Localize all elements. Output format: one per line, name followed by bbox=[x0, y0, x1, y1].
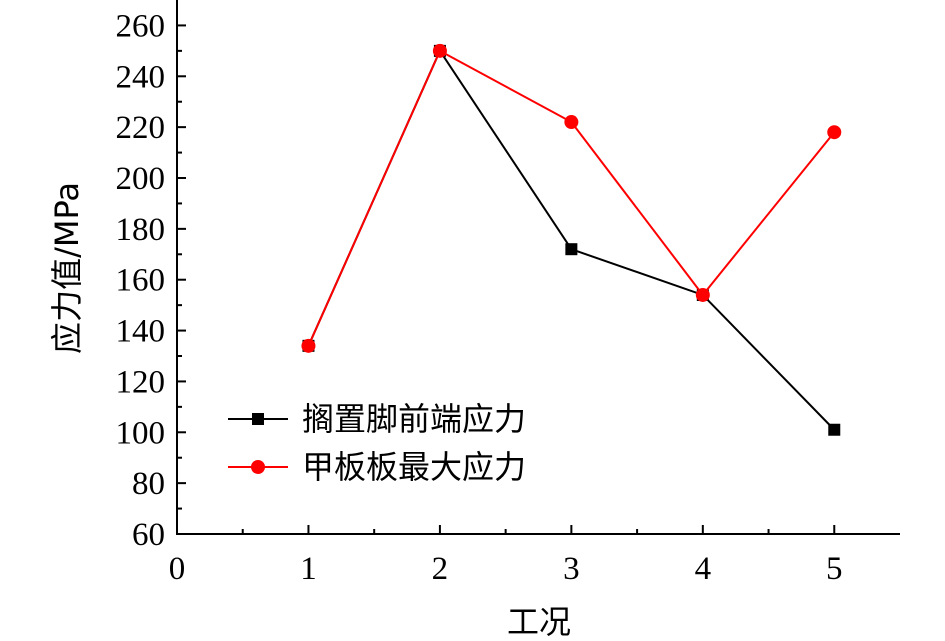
data-point bbox=[564, 115, 579, 130]
y-tick-label: 100 bbox=[116, 415, 166, 451]
y-tick-label: 260 bbox=[116, 8, 166, 44]
data-point bbox=[695, 287, 710, 302]
y-tick-label: 180 bbox=[116, 212, 166, 248]
x-tick-label: 2 bbox=[432, 551, 449, 587]
x-tick-label: 0 bbox=[169, 551, 186, 587]
y-tick-label: 200 bbox=[116, 161, 166, 197]
y-tick-label: 140 bbox=[116, 314, 166, 350]
legend-marker bbox=[251, 460, 265, 474]
y-axis-title: 应力值/MPa bbox=[48, 182, 86, 354]
x-axis-ticks: 0 1 2 3 4 5 bbox=[169, 525, 843, 587]
series-layer bbox=[301, 43, 842, 436]
legend-item-1: 搁置脚前端应力 bbox=[228, 400, 526, 438]
y-tick-label: 60 bbox=[132, 517, 165, 553]
series-1 bbox=[302, 44, 841, 436]
series-line bbox=[307, 49, 836, 347]
legend-label: 甲板板最大应力 bbox=[302, 448, 526, 486]
y-tick-label: 120 bbox=[116, 364, 166, 400]
data-point bbox=[301, 338, 316, 353]
series-line bbox=[307, 48, 835, 431]
axes bbox=[176, 0, 900, 535]
x-axis-title: 工况 bbox=[507, 603, 571, 641]
legend-marker bbox=[252, 413, 264, 425]
data-point bbox=[827, 125, 842, 140]
y-tick-label: 240 bbox=[116, 59, 166, 95]
data-point bbox=[565, 243, 578, 256]
y-tick-label: 80 bbox=[132, 466, 165, 502]
y-axis-ticks: 60 80 100 120 140 160 180 200 220 240 260 bbox=[116, 8, 186, 553]
legend-item-2: 甲板板最大应力 bbox=[228, 448, 526, 486]
data-point bbox=[432, 43, 447, 58]
x-tick-label: 5 bbox=[826, 551, 843, 587]
legend-label: 搁置脚前端应力 bbox=[302, 400, 526, 438]
series-2 bbox=[301, 43, 842, 353]
y-tick-label: 220 bbox=[116, 110, 166, 146]
data-point bbox=[828, 423, 841, 436]
y-tick-label: 160 bbox=[116, 263, 166, 299]
x-tick-label: 4 bbox=[695, 551, 712, 587]
x-tick-label: 1 bbox=[300, 551, 317, 587]
x-tick-label: 3 bbox=[563, 551, 580, 587]
